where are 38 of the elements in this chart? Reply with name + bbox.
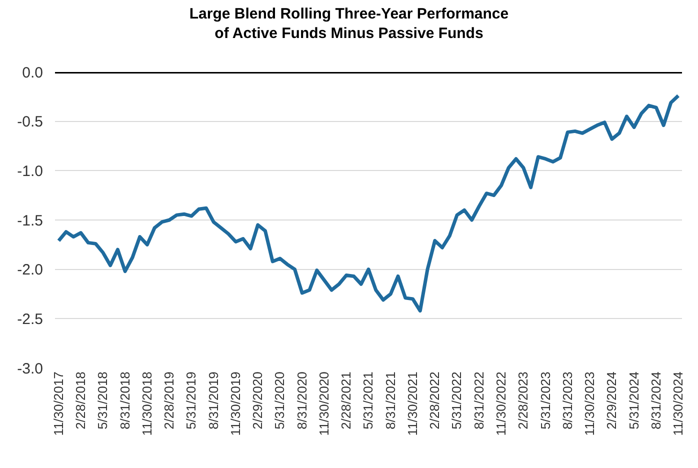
chart-title: Large Blend Rolling Three-Year Performance of Active Funds Minus Passive Funds [189,6,509,42]
x-tick-label: 5/31/2019 [184,372,199,430]
x-tick-label: 2/28/2018 [73,372,88,430]
line-series [56,94,680,313]
y-tick-label: -3.0 [17,360,43,378]
x-tick-label: 5/31/2020 [272,372,288,430]
x-tick-label: 5/31/2021 [360,372,376,430]
x-tick-label: 5/31/2024 [626,372,642,430]
x-tick-label: 8/31/2023 [560,372,575,430]
x-tick-label: 11/30/2022 [494,372,509,436]
x-tick-label: 5/31/2018 [95,372,110,430]
x-tick-label: 2/28/2021 [338,372,354,430]
x-tick-label: 2/28/2023 [516,372,531,430]
y-tick-label: -0.5 [17,114,43,131]
x-tick-label: 2/28/2019 [162,372,177,430]
y-tick-label: -2.5 [17,310,43,328]
x-tick-label: 8/31/2021 [382,372,398,430]
x-tick-label: 2/29/2020 [250,372,266,430]
y-tick-label: 0.0 [22,64,43,82]
x-tick-label: 8/31/2022 [471,372,486,430]
x-tick-label: 8/31/2019 [206,372,221,430]
x-tick-label: 11/30/2023 [582,372,598,436]
x-tick-label: 11/30/2021 [404,372,420,436]
x-tick-label: 5/31/2022 [449,372,464,430]
y-tick-label: -1.5 [17,212,43,230]
x-tick-label: 11/30/2024 [670,372,686,436]
x-tick-label: 11/30/2018 [139,372,154,436]
x-tick-label: 2/29/2024 [604,372,620,430]
y-tick-label: -2.0 [17,262,43,279]
x-tick-label: 2/28/2022 [427,372,442,430]
x-tick-label: 11/30/2020 [316,372,332,436]
x-tick-label: 11/30/2017 [50,372,66,436]
x-tick-label: 8/31/2020 [294,372,310,430]
x-tick-label: 8/31/2024 [648,372,664,430]
y-tick-label: -1.0 [17,162,43,180]
x-tick-label: 5/31/2023 [538,372,553,430]
x-tick-label: 8/31/2018 [117,372,132,430]
x-tick-label: 11/30/2019 [228,372,243,436]
